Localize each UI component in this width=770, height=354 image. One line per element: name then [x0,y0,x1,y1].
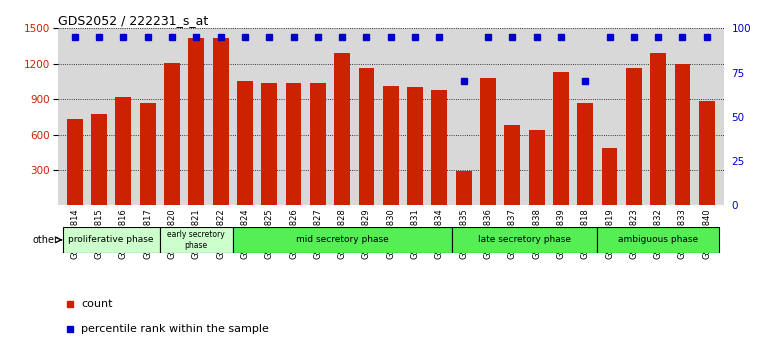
Bar [675,64,691,205]
Text: other: other [32,235,59,245]
Bar [480,78,496,205]
Bar [578,103,593,205]
Bar [431,90,447,205]
Bar [451,227,598,253]
Bar [310,82,326,205]
Bar [359,68,374,205]
Text: count: count [81,299,112,309]
Text: ambiguous phase: ambiguous phase [618,235,698,244]
Bar [504,125,521,205]
Bar [286,82,301,205]
Bar [91,114,107,205]
Bar [164,63,180,205]
Bar [598,227,719,253]
Bar [140,103,156,205]
Text: early secretory
phase: early secretory phase [167,230,225,250]
Text: GDS2052 / 222231_s_at: GDS2052 / 222231_s_at [58,14,208,27]
Bar [529,130,544,205]
Bar [67,119,82,205]
Bar [160,227,233,253]
Bar [699,102,715,205]
Bar [407,87,423,205]
Text: late secretory phase: late secretory phase [478,235,571,244]
Text: proliferative phase: proliferative phase [69,235,154,244]
Text: percentile rank within the sample: percentile rank within the sample [81,324,269,334]
Bar [261,82,277,205]
Bar [651,53,666,205]
Bar [233,227,451,253]
Bar [334,53,350,205]
Bar [626,68,641,205]
Bar [213,38,229,205]
Text: mid secretory phase: mid secretory phase [296,235,389,244]
Bar [456,171,471,205]
Bar [383,86,399,205]
Bar [553,72,569,205]
Bar [189,38,204,205]
Bar [62,227,160,253]
Bar [601,148,618,205]
Bar [116,97,131,205]
Bar [237,81,253,205]
